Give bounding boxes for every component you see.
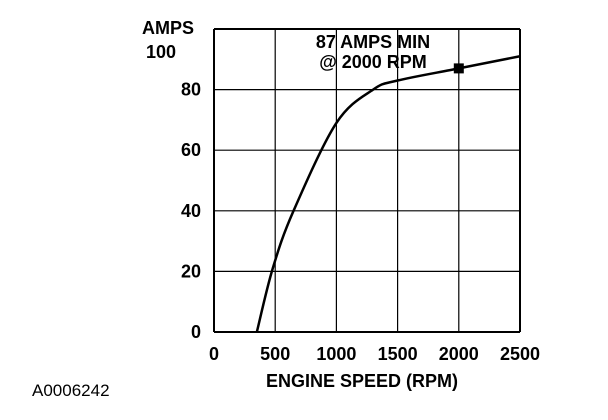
x-tick-label-2000: 2000 [439,344,479,364]
y-tick-label-60: 60 [181,140,201,160]
x-tick-label-500: 500 [260,344,290,364]
y-tick-label-80: 80 [181,80,201,100]
annotation-line-2: @ 2000 RPM [319,52,427,72]
annotation-line-1: 87 AMPS MIN [316,32,430,52]
y-tick-label-40: 40 [181,201,201,221]
y-tick-label-0: 0 [191,322,201,342]
rated-point-marker [453,63,464,74]
x-tick-label-2500: 2500 [500,344,540,364]
y-tick-label-100: 100 [146,42,176,62]
series-layer [255,55,521,333]
x-tick-label-1500: 1500 [378,344,418,364]
x-tick-label-0: 0 [209,344,219,364]
y-axis-title: AMPS [142,18,194,38]
grid [213,28,521,333]
y-tick-label-20: 20 [181,261,201,281]
series-line-0 [255,55,521,333]
x-tick-label-1000: 1000 [316,344,356,364]
figure-id: A0006242 [32,381,110,400]
x-axis-title: ENGINE SPEED (RPM) [266,371,458,391]
